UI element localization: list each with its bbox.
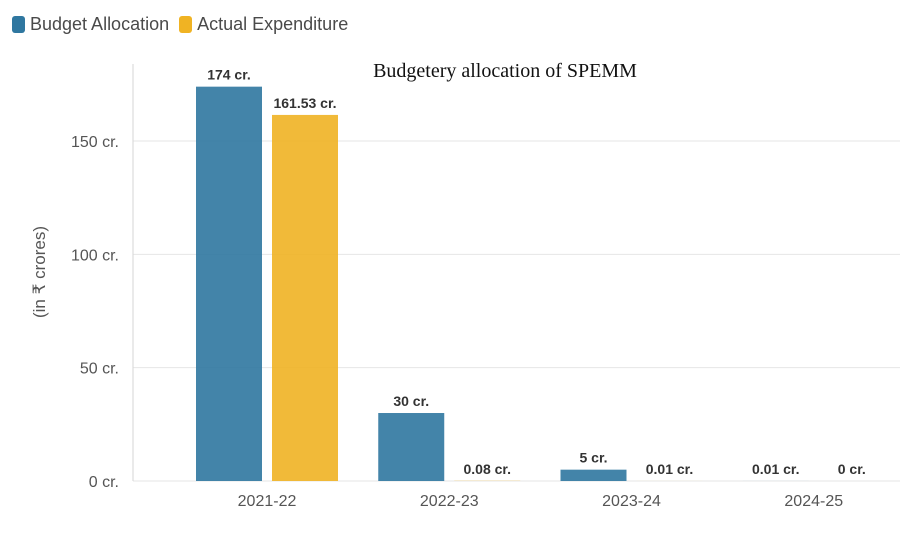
bar-budget-allocation[interactable] — [378, 413, 445, 481]
y-tick-label: 50 cr. — [80, 361, 119, 378]
x-tick-label: 2024-25 — [784, 493, 843, 510]
chart-title: Budgetery allocation of SPEMM — [373, 60, 637, 82]
x-tick-label: 2022-23 — [420, 493, 479, 510]
bar-budget-allocation[interactable] — [560, 469, 627, 481]
y-axis-label: (in ₹ crores) — [30, 226, 49, 318]
data-label: 0.08 cr. — [464, 461, 512, 477]
data-label: 161.53 cr. — [273, 95, 336, 111]
bars-layer: 174 cr. 161.53 cr. 30 cr. 0.08 cr. 5 cr. 0.01… — [196, 67, 866, 482]
data-label: 30 cr. — [393, 393, 429, 409]
data-label: 174 cr. — [207, 67, 251, 83]
y-tick-label: 0 cr. — [89, 474, 119, 491]
data-label: 0 cr. — [838, 461, 866, 477]
legend: Budget Allocation Actual Expenditure — [12, 14, 358, 35]
legend-label-actual-expenditure: Actual Expenditure — [197, 14, 349, 34]
data-label: 5 cr. — [579, 450, 607, 466]
y-tick-label: 100 cr. — [71, 247, 119, 264]
bar-budget-allocation[interactable] — [196, 86, 262, 482]
legend-item-actual-expenditure[interactable]: Actual Expenditure — [179, 14, 348, 35]
grid-layer: 0 cr. 50 cr. 100 cr. 150 cr. — [71, 134, 900, 491]
data-label: 0.01 cr. — [752, 461, 800, 477]
legend-item-budget-allocation[interactable]: Budget Allocation — [12, 14, 169, 35]
x-tick-label: 2021-22 — [238, 493, 297, 510]
data-label: 0.01 cr. — [646, 461, 694, 477]
legend-swatch-actual-expenditure — [179, 16, 193, 33]
legend-label-budget-allocation: Budget Allocation — [30, 14, 170, 34]
x-ticks: 2021-22 2022-23 2023-24 2024-25 — [238, 493, 844, 510]
legend-swatch-budget-allocation — [12, 16, 25, 33]
bar-actual-expenditure[interactable] — [272, 114, 338, 481]
x-tick-label: 2023-24 — [602, 493, 661, 510]
y-tick-label: 150 cr. — [71, 134, 119, 151]
